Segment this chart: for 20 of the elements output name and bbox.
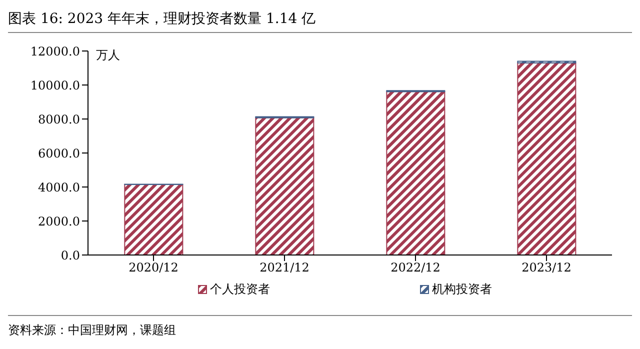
bar [124, 184, 184, 255]
y-tick-label: 6000.0 [38, 146, 80, 160]
legend-label: 个人投资者 [209, 281, 270, 298]
y-tick-label: 2000.0 [38, 214, 80, 228]
bar [386, 91, 446, 255]
y-tick-label: 12000.0 [30, 44, 80, 58]
x-tick-label: 2022/12 [390, 260, 440, 275]
chart-title: 图表 16: 2023 年年末，理财投资者数量 1.14 亿 [8, 8, 632, 33]
x-tick-label: 2021/12 [260, 260, 310, 275]
legend-label: 机构投资者 [431, 281, 492, 298]
x-tick-label: 2020/12 [128, 260, 178, 275]
y-tick-label: 8000.0 [38, 112, 80, 126]
text: 资料来源：中国理财网，课题组 [8, 322, 177, 339]
x-tick-label: 2023/12 [522, 260, 572, 275]
y-tick-label: 10000.0 [30, 78, 80, 92]
y-tick-label: 4000.0 [38, 180, 80, 194]
y-tick-label: 0.0 [60, 248, 80, 262]
bar [517, 62, 576, 255]
y-axis-title: 万人 [96, 47, 120, 64]
bar [255, 117, 314, 255]
